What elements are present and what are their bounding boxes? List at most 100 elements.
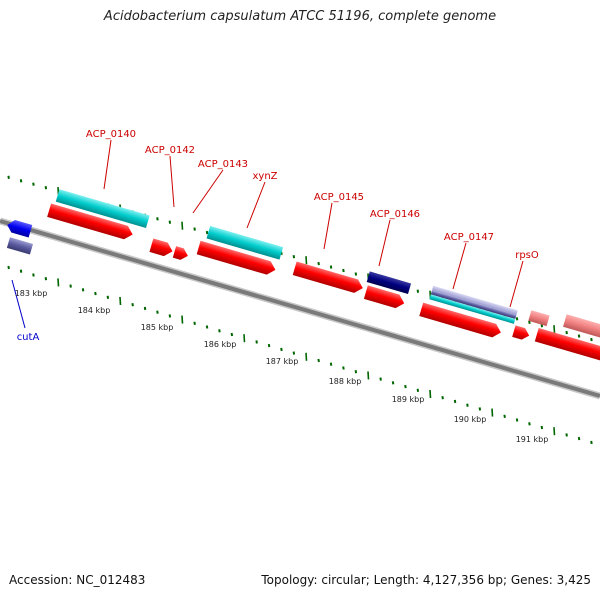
outer-tick (168, 220, 172, 224)
cds-arrow-acp0146[interactable] (363, 285, 406, 310)
inner-tick (540, 425, 544, 430)
inner-tick-ring (7, 265, 593, 445)
inner-tick (491, 408, 494, 417)
inner-tick (143, 306, 147, 311)
inner-tick (416, 388, 420, 392)
inner-tick (181, 315, 184, 324)
gene-feature-acp0146[interactable] (366, 271, 412, 294)
scale-label: 187 kbp (266, 357, 299, 366)
leader-line (192, 169, 224, 214)
gene-label-rpso[interactable]: rpsO (515, 250, 539, 261)
leader-line (452, 242, 467, 290)
gene-label-acp0140[interactable]: ACP_0140 (86, 129, 136, 140)
cds-arrow-acp0143[interactable] (196, 240, 278, 277)
inner-tick (590, 440, 593, 445)
outer-tick (19, 179, 23, 183)
inner-tick (305, 352, 308, 361)
inner-tick (19, 269, 23, 273)
inner-tick (329, 362, 333, 366)
map-title: Acidobacterium capsulatum ATCC 51196, co… (103, 9, 497, 24)
gene-label-acp0143[interactable]: ACP_0143 (198, 159, 248, 170)
leader-line (509, 260, 524, 308)
accession-text: Accession: NC_012483 (9, 573, 146, 587)
inner-tick (131, 303, 134, 307)
inner-tick (193, 321, 196, 325)
rna-feature-next[interactable] (563, 314, 600, 350)
outer-tick (44, 186, 48, 190)
outer-tick (329, 265, 333, 269)
gene-label-xynz[interactable]: xynZ (252, 171, 277, 182)
inner-tick (577, 436, 581, 441)
outer-tick (7, 175, 10, 179)
gene-feature-acp0140[interactable] (55, 189, 150, 228)
outer-tick (305, 256, 308, 265)
leader-line (323, 202, 333, 250)
inner-tick (441, 396, 444, 400)
inner-tick (429, 389, 432, 399)
inner-tick (342, 366, 345, 370)
outer-tick (553, 325, 556, 334)
inner-tick (503, 414, 506, 418)
leader-line (103, 139, 112, 190)
inner-tick (267, 343, 271, 348)
cds-arrow-acp0140[interactable] (47, 203, 134, 241)
inner-tick (466, 403, 469, 407)
cds-arrow-acp0145[interactable] (292, 261, 365, 295)
outer-tick (205, 230, 209, 235)
outer-tick (577, 334, 581, 338)
scale-label: 189 kbp (392, 395, 425, 404)
inner-tick (280, 347, 283, 352)
genome-summary-text: Topology: circular; Length: 4,127,356 bp… (261, 573, 591, 587)
scale-label: 188 kbp (329, 377, 362, 386)
leader-line (246, 181, 266, 229)
scale-label: 184 kbp (78, 306, 111, 315)
gene-label-acp0142[interactable]: ACP_0142 (145, 145, 195, 156)
scale-label: 186 kbp (204, 340, 237, 349)
leader-line (11, 279, 26, 329)
outer-tick (181, 221, 184, 230)
inner-tick (478, 407, 482, 411)
inner-tick (553, 427, 556, 436)
leader-line (169, 155, 175, 208)
outer-tick (590, 337, 593, 342)
rna-feature-rpso[interactable] (528, 310, 550, 327)
inner-tick (32, 273, 35, 277)
scale-label: 185 kbp (141, 323, 174, 332)
outer-tick (156, 217, 159, 221)
cds-arrow-rpso[interactable] (512, 325, 531, 341)
inner-tick (317, 358, 320, 363)
inner-tick (44, 277, 48, 281)
inner-tick (565, 433, 568, 437)
gene-label-acp0145[interactable]: ACP_0145 (314, 192, 364, 203)
inner-tick (255, 340, 258, 344)
gene-feature-xynz[interactable] (206, 225, 284, 260)
outer-tick (528, 320, 531, 324)
outer-tick (193, 227, 196, 231)
inner-tick (292, 351, 296, 355)
cds-arrow-next[interactable] (534, 327, 600, 373)
inner-tick (7, 265, 10, 270)
inner-tick (379, 377, 382, 381)
inner-tick (218, 329, 221, 333)
genome-backbone (0, 217, 600, 400)
inner-tick (404, 384, 407, 389)
inner-tick (106, 295, 110, 299)
gene-feature-acp0147-a[interactable] (431, 285, 518, 316)
cds-arrow-acp0142[interactable] (149, 238, 174, 258)
leader-line (378, 219, 391, 267)
cds-arrow-acp0147[interactable] (419, 302, 503, 340)
gene-feature-acp0147-b[interactable] (430, 290, 517, 320)
gene-feature-cuta[interactable] (6, 237, 34, 255)
gene-label-acp0146[interactable]: ACP_0146 (370, 209, 420, 220)
outer-tick (342, 268, 345, 273)
gene-feature-acp0147-c[interactable] (429, 294, 516, 324)
outer-tick (515, 317, 519, 321)
scale-label: 190 kbp (454, 415, 487, 424)
inner-tick (205, 325, 209, 329)
cds-arrow-cuta[interactable] (6, 218, 33, 238)
gene-label-cuta[interactable]: cutA (17, 332, 40, 343)
inner-tick (515, 418, 519, 422)
cds-arrow-acp0142b[interactable] (172, 246, 190, 261)
gene-label-acp0147[interactable]: ACP_0147 (444, 232, 494, 243)
